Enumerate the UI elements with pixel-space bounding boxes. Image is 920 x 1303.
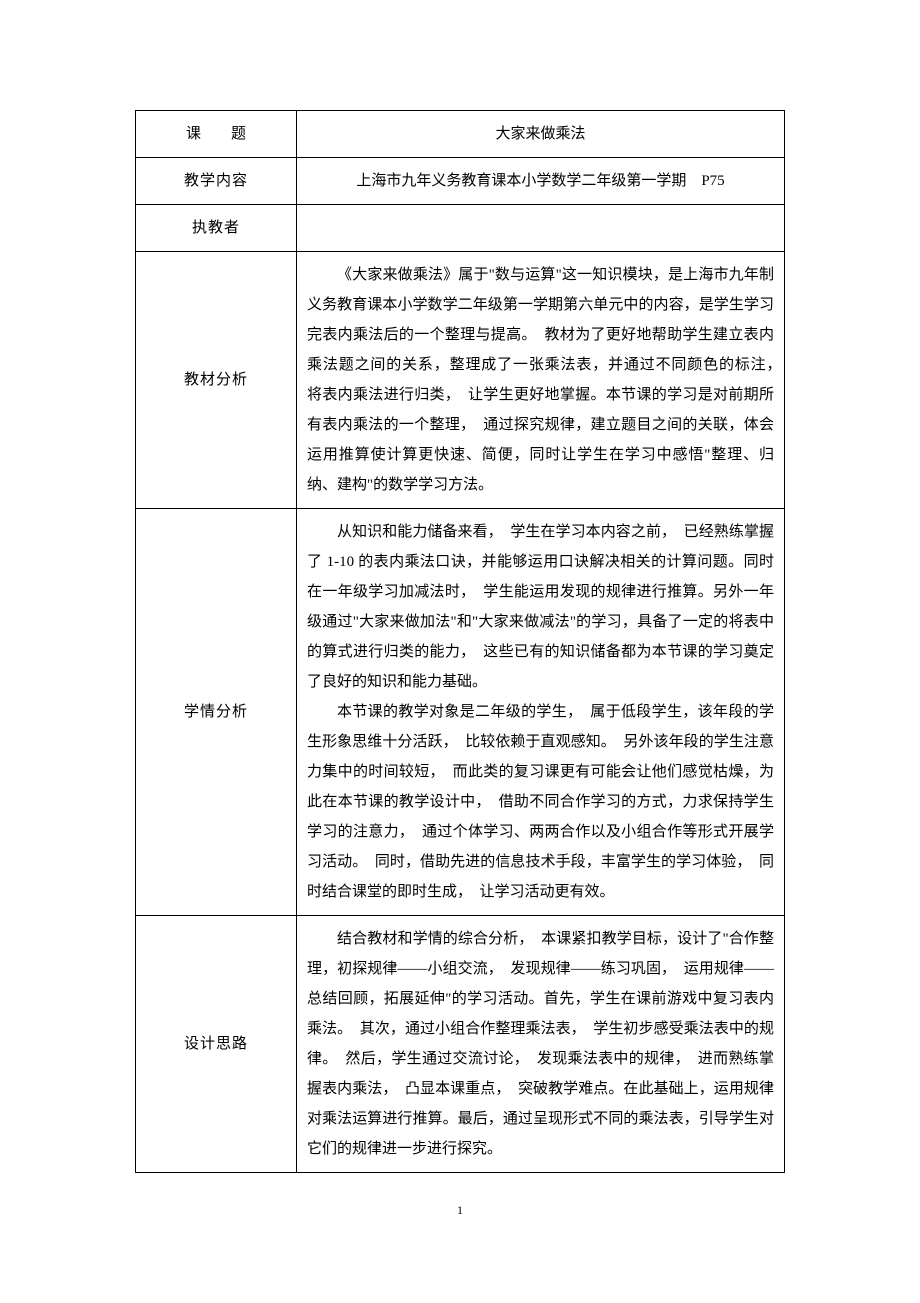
row-label-student-analysis: 学情分析 [136, 509, 297, 916]
row-label-design-idea: 设计思路 [136, 916, 297, 1173]
row-label-teacher: 执教者 [136, 205, 297, 252]
paragraph: 《大家来做乘法》属于"数与运算"这一知识模块，是上海市九年制义务教育课本小学数学… [307, 260, 774, 500]
table-row: 学情分析 从知识和能力储备来看， 学生在学习本内容之前， 已经熟练掌握了 1-1… [136, 509, 785, 916]
table-row: 教材分析 《大家来做乘法》属于"数与运算"这一知识模块，是上海市九年制义务教育课… [136, 252, 785, 509]
row-label-content: 教学内容 [136, 158, 297, 205]
table-row: 设计思路 结合教材和学情的综合分析， 本课紧扣教学目标，设计了"合作整理，初探规… [136, 916, 785, 1173]
table-row: 课 题 大家来做乘法 [136, 111, 785, 158]
row-value-student-analysis: 从知识和能力储备来看， 学生在学习本内容之前， 已经熟练掌握了 1-10 的表内… [297, 509, 785, 916]
table-row: 教学内容 上海市九年义务教育课本小学数学二年级第一学期 P75 [136, 158, 785, 205]
row-value-title: 大家来做乘法 [297, 111, 785, 158]
lesson-plan-table: 课 题 大家来做乘法 教学内容 上海市九年义务教育课本小学数学二年级第一学期 P… [135, 110, 785, 1173]
row-label-textbook-analysis: 教材分析 [136, 252, 297, 509]
row-label-title: 课 题 [136, 111, 297, 158]
table-row: 执教者 [136, 205, 785, 252]
row-value-content: 上海市九年义务教育课本小学数学二年级第一学期 P75 [297, 158, 785, 205]
row-value-teacher [297, 205, 785, 252]
row-value-textbook-analysis: 《大家来做乘法》属于"数与运算"这一知识模块，是上海市九年制义务教育课本小学数学… [297, 252, 785, 509]
document-page: 课 题 大家来做乘法 教学内容 上海市九年义务教育课本小学数学二年级第一学期 P… [0, 0, 920, 1268]
paragraph: 从知识和能力储备来看， 学生在学习本内容之前， 已经熟练掌握了 1-10 的表内… [307, 517, 774, 697]
paragraph: 本节课的教学对象是二年级的学生， 属于低段学生，该年段的学生形象思维十分活跃， … [307, 697, 774, 907]
paragraph: 结合教材和学情的综合分析， 本课紧扣教学目标，设计了"合作整理，初探规律——小组… [307, 924, 774, 1164]
page-number: 1 [135, 1203, 785, 1218]
row-value-design-idea: 结合教材和学情的综合分析， 本课紧扣教学目标，设计了"合作整理，初探规律——小组… [297, 916, 785, 1173]
